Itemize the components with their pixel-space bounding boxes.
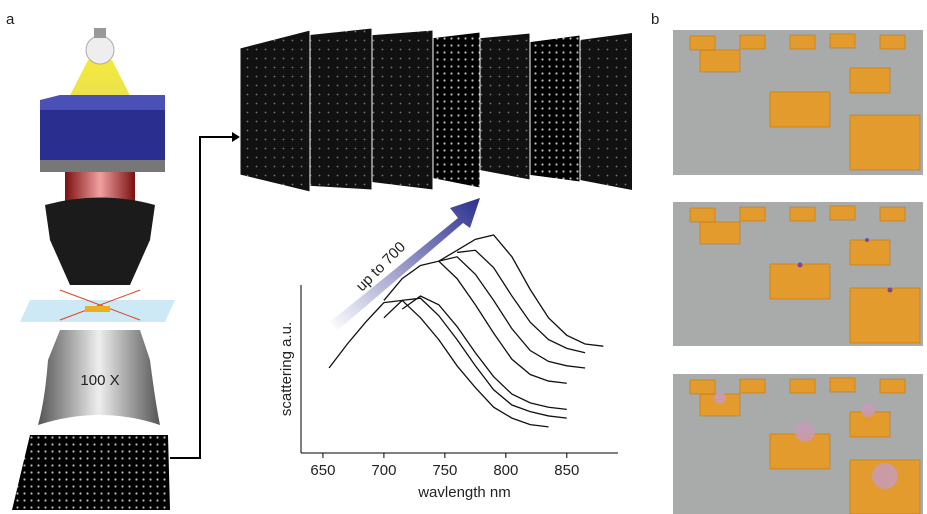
x-tick-label: 800	[493, 462, 518, 479]
spectrum-line	[329, 300, 548, 426]
x-axis-label: wavlength nm	[417, 484, 511, 501]
arrow	[330, 198, 480, 330]
x-tick-label: 650	[310, 462, 335, 479]
x-tick-label: 850	[554, 462, 579, 479]
spectrum-line	[457, 250, 585, 352]
y-axis-label: scattering a.u.	[278, 322, 295, 416]
spectrum-plot: 650 700 750 800 850 wavlength nm scattering a.…	[278, 235, 618, 501]
x-tick-label: 750	[432, 462, 457, 479]
spectrum-line	[384, 298, 567, 418]
objective-label: 100 X	[80, 372, 119, 389]
microscope: 100 X	[12, 28, 240, 510]
x-tick-label: 700	[371, 462, 396, 479]
spectrum-line	[439, 257, 585, 368]
figure: a b 100 X	[0, 0, 927, 514]
panel-label: b	[651, 11, 659, 28]
panel-label: a	[6, 11, 15, 28]
spectrum-line	[402, 296, 567, 409]
render-panels	[673, 30, 923, 514]
frames	[240, 28, 632, 192]
